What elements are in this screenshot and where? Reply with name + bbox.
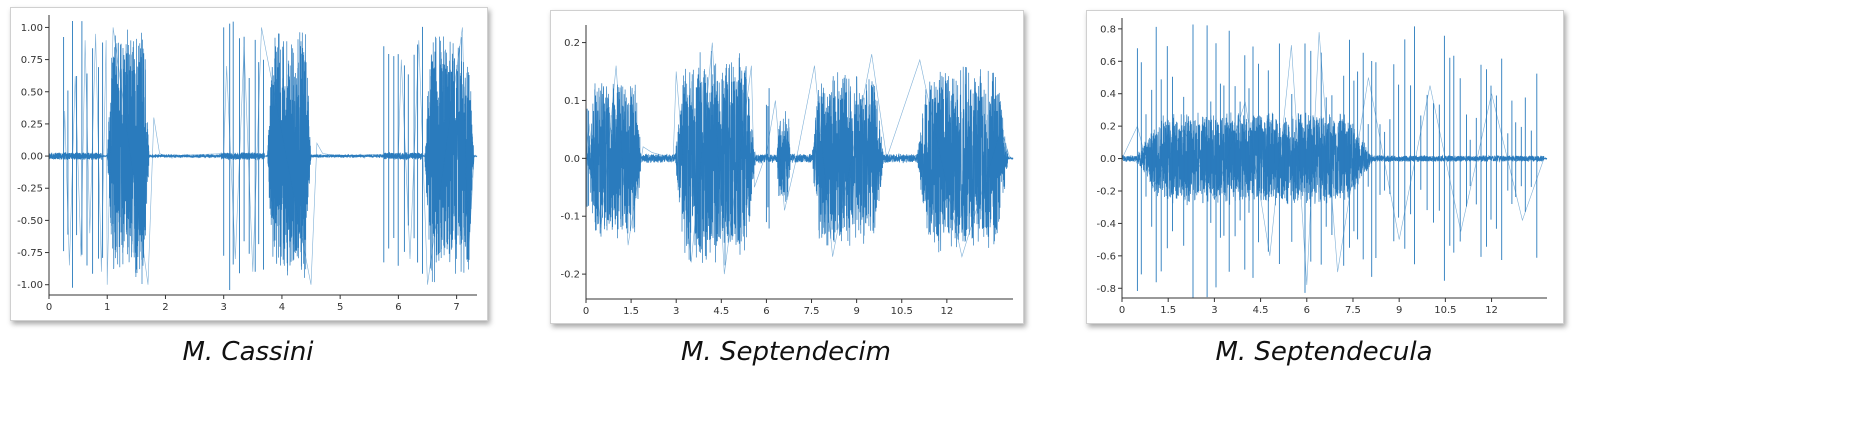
- x-tick-label: 5: [337, 302, 343, 313]
- y-tick-label: 0.2: [564, 38, 580, 49]
- y-tick-label: 0.0: [1100, 154, 1116, 165]
- x-tick-label: 7.5: [804, 306, 820, 317]
- x-tick-label: 6: [1304, 305, 1310, 316]
- waveform-chart-cassini: 0 1 2 3 4 5 6 7 1.00 0.75 0.50 0.25 0.00 -0.25 -0.50 -0…: [17, 15, 478, 313]
- y-tick-label: -0.25: [17, 184, 43, 195]
- x-tick-label: 3: [221, 302, 227, 313]
- x-tick-label: 10.5: [1434, 305, 1456, 316]
- x-tick-label: 0: [46, 302, 52, 313]
- chart-caption-septendecula: M. Septendecula: [1215, 337, 1433, 367]
- chart-panel-cassini: 0 1 2 3 4 5 6 7 1.00 0.75 0.50 0.25 0.00 -0.25 -0.50 -0…: [10, 7, 488, 321]
- y-tick-label: -0.2: [560, 270, 580, 281]
- x-tick-label: 12: [1485, 305, 1498, 316]
- y-tick-label: 0.8: [1100, 24, 1116, 35]
- y-tick-label: 0.2: [1100, 122, 1116, 133]
- y-tick-label: 0.25: [21, 119, 43, 130]
- x-tick-label: 1.5: [623, 306, 639, 317]
- y-tick-label: -0.50: [17, 216, 43, 227]
- series-line: [585, 42, 1011, 275]
- y-tick-label: -0.8: [1096, 284, 1116, 295]
- y-tick-label: 0.0: [564, 154, 580, 165]
- x-tick-label: 7: [453, 302, 459, 313]
- y-tick-label: -0.6: [1096, 251, 1116, 262]
- x-tick-label: 3: [1211, 305, 1217, 316]
- x-tick-label: 0: [1119, 305, 1125, 316]
- chart-panel-septendecula: 0 1.5 3 4.5 6 7.5 9 10.5 12 0.8 0.6 0.4 0.2 0.0 -0.2 -0…: [1086, 10, 1564, 324]
- y-tick-label: -1.00: [17, 280, 43, 291]
- x-tick-label: 10.5: [891, 306, 913, 317]
- waveform-chart-septendecim: 0 1.5 3 4.5 6 7.5 9 10.5 12 0.2 0.1 0.0 -0.1 -0.2: [560, 25, 1014, 317]
- x-tick-label: 6: [763, 306, 769, 317]
- x-tick-label: 3: [673, 306, 679, 317]
- y-tick-label: -0.2: [1096, 186, 1116, 197]
- chart-caption-septendecim: M. Septendecim: [681, 337, 891, 367]
- x-tick-label: 9: [853, 306, 859, 317]
- x-tick-label: 4: [279, 302, 285, 313]
- x-tick-label: 1.5: [1160, 305, 1176, 316]
- x-tick-label: 4.5: [713, 306, 729, 317]
- y-tick-label: 1.00: [21, 23, 43, 34]
- x-tick-label: 9: [1396, 305, 1402, 316]
- y-tick-label: 0.6: [1100, 57, 1116, 68]
- waveform-line: [48, 29, 478, 285]
- series-line: [48, 27, 475, 285]
- x-tick-label: 6: [395, 302, 401, 313]
- chart-caption-cassini: M. Cassini: [182, 337, 314, 367]
- x-tick-label: 4.5: [1253, 305, 1269, 316]
- x-tick-label: 12: [940, 306, 953, 317]
- y-tick-label: 0.75: [21, 55, 43, 66]
- x-tick-label: 2: [162, 302, 168, 313]
- series-line: [1121, 32, 1545, 286]
- y-tick-label: 0.4: [1100, 89, 1116, 100]
- y-tick-label: 0.50: [21, 87, 43, 98]
- chart-panel-septendecim: 0 1.5 3 4.5 6 7.5 9 10.5 12 0.2 0.1 0.0 -0.1 -0.2: [550, 10, 1024, 324]
- waveform-line: [1121, 112, 1548, 207]
- waveform-line: [585, 50, 1014, 266]
- y-tick-label: 0.00: [21, 152, 43, 163]
- y-tick-label: 0.1: [564, 96, 580, 107]
- y-tick-label: -0.4: [1096, 219, 1116, 230]
- waveform-chart-septendecula: 0 1.5 3 4.5 6 7.5 9 10.5 12 0.8 0.6 0.4 0.2 0.0 -0.2 -0…: [1096, 18, 1548, 316]
- y-tick-label: -0.1: [560, 212, 580, 223]
- x-tick-label: 7.5: [1345, 305, 1361, 316]
- x-tick-label: 1: [104, 302, 110, 313]
- y-tick-label: -0.75: [17, 248, 43, 259]
- x-tick-label: 0: [583, 306, 589, 317]
